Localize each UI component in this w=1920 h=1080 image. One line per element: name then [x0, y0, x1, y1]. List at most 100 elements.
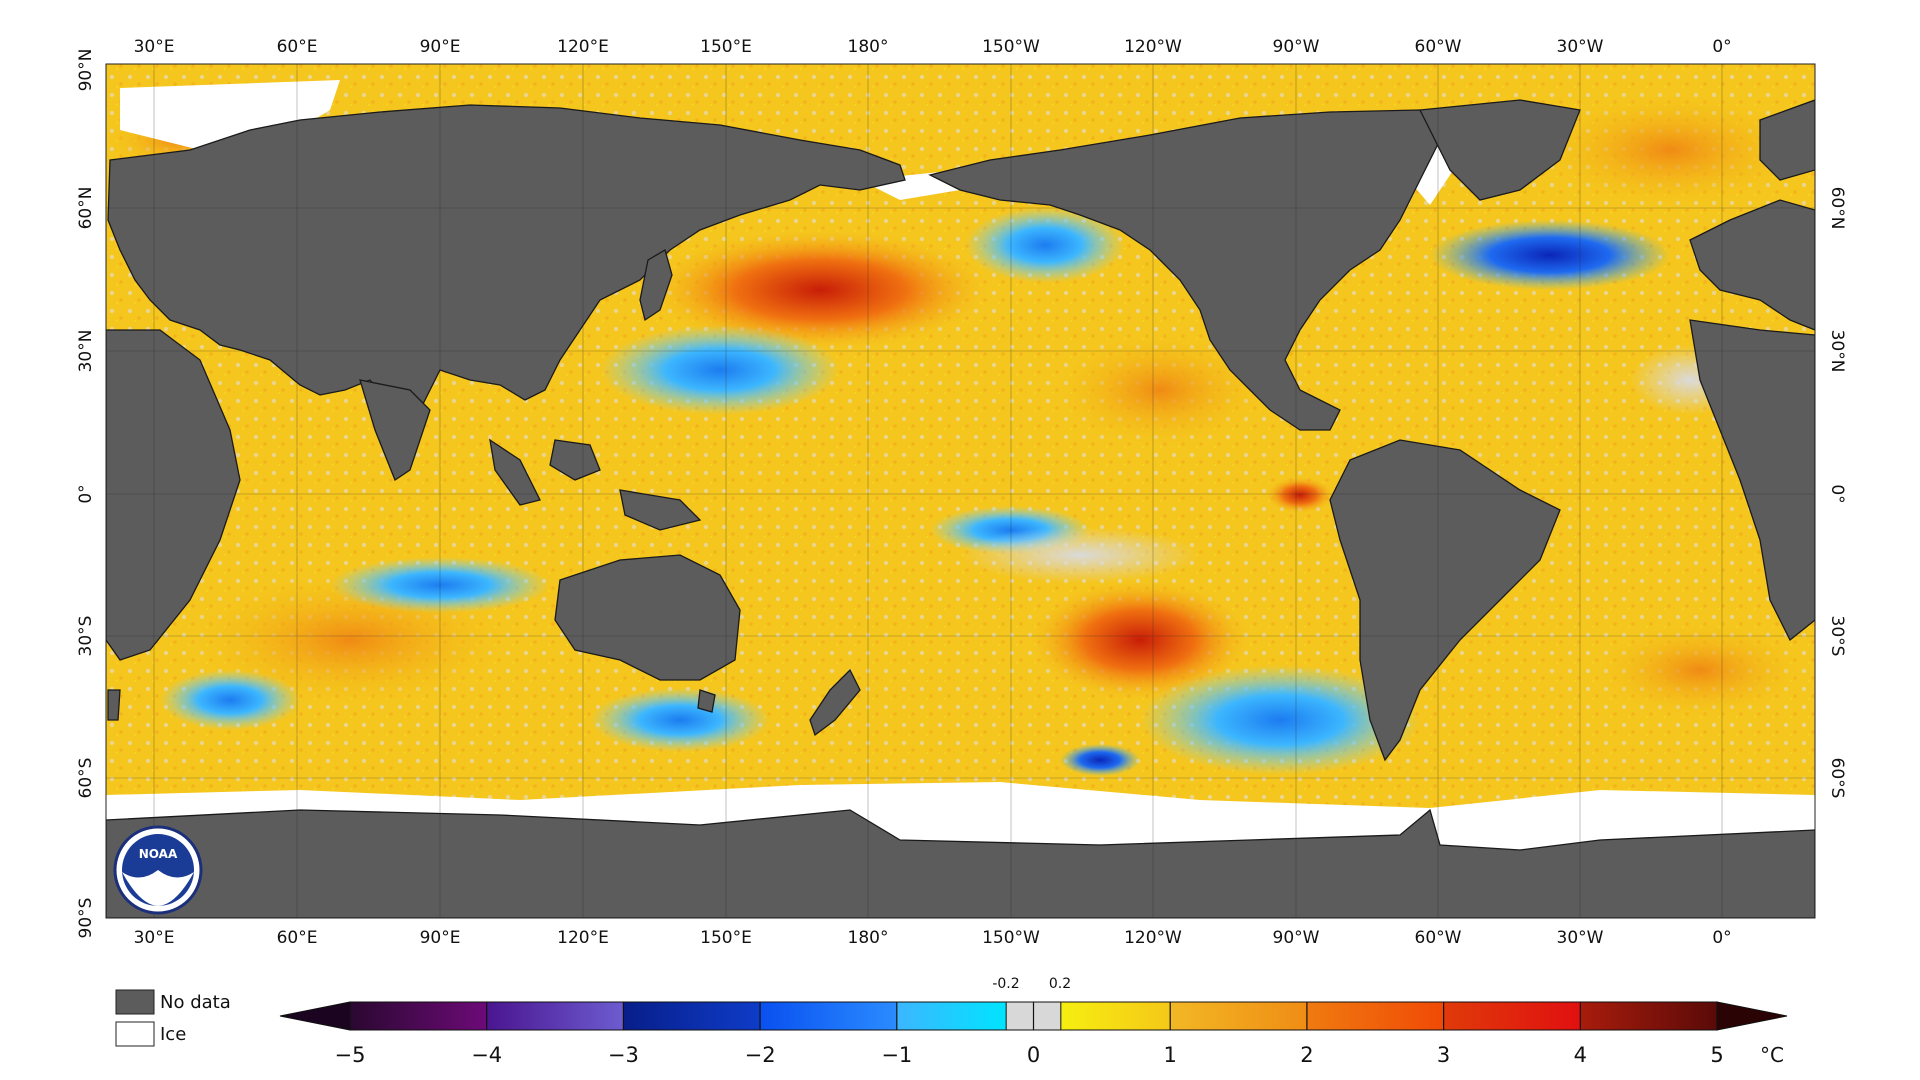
madagascar-landmass: [107, 689, 121, 721]
ocean-layer: [106, 64, 1815, 918]
top-lon-label: 150°E: [700, 37, 752, 57]
noaa-bird-icon: [122, 870, 194, 906]
bottom-lon-label: 0°: [1712, 928, 1731, 948]
south-atlantic-warm-anomaly: [1590, 620, 1810, 720]
colorbar-max-arrow: [1716, 1001, 1788, 1031]
bottom-lon-label: 60°E: [277, 928, 318, 948]
bottom-lon-label: 60°W: [1415, 928, 1462, 948]
borneo-landmass: [549, 439, 601, 481]
colorbar-tick-label: 1: [1164, 1043, 1177, 1067]
colorbar-segment: [1443, 1002, 1581, 1030]
north-america-landmass: [928, 109, 1441, 431]
right-lat-label: 30°N: [1827, 330, 1847, 373]
top-lon-label: 180°: [848, 37, 889, 57]
gulf-stream-cool-anomaly: [1430, 220, 1670, 290]
legend: No data Ice: [115, 989, 231, 1047]
colorbar-segment: [760, 1002, 897, 1030]
south-pacific-hot-anomaly: [1030, 580, 1250, 700]
antarctica-landmass: [106, 808, 1815, 918]
europe-landmass: [1689, 199, 1815, 331]
colorbar-fine-tick-neg: -0.2: [992, 976, 1019, 992]
scandinavia-landmass: [1759, 99, 1815, 181]
colorbar-segment: [486, 1002, 624, 1030]
top-lon-label: 0°: [1712, 37, 1731, 57]
new-zealand-landmass: [809, 668, 861, 737]
left-lat-label: 0°: [76, 484, 96, 503]
bottom-longitude-labels: 30°E 60°E 90°E 120°E 150°E 180° 150°W 12…: [134, 928, 1732, 948]
north-atlantic-warm-anomaly: [1530, 90, 1810, 210]
left-lat-label: 90°N: [76, 49, 96, 92]
top-lon-label: 90°E: [420, 37, 461, 57]
south-indian-cool-anomaly: [330, 557, 550, 613]
colorbar-segment: [896, 1002, 1007, 1030]
africa-east-landmass: [1689, 319, 1815, 642]
colorbar-tick-label: 5: [1710, 1043, 1723, 1067]
colorbar-tick-label: 4: [1574, 1043, 1587, 1067]
bottom-lon-label: 30°W: [1557, 928, 1604, 948]
colorbar-ticks: −5 −4 −3 −2 −1 0 1 2 3 4 5: [335, 1002, 1724, 1067]
colorbar-tick-label: −5: [335, 1043, 366, 1067]
top-lon-label: 150°W: [982, 37, 1040, 57]
top-lon-label: 60°E: [277, 37, 318, 57]
tasman-cool-anomaly: [590, 688, 770, 752]
colorbar-tick-label: 0: [1027, 1043, 1040, 1067]
bottom-lon-label: 120°W: [1124, 928, 1182, 948]
right-latitude-labels: 60°N 30°N 0° 30°S 60°S: [1827, 187, 1847, 799]
top-lon-label: 30°W: [1557, 37, 1604, 57]
bottom-lon-label: 150°E: [700, 928, 752, 948]
colorbar-tick-label: −3: [608, 1043, 639, 1067]
noaa-logo: NOAA: [113, 825, 203, 915]
japan-landmass: [639, 249, 673, 322]
peru-coast-hot-anomaly: [1266, 477, 1334, 513]
india-landmass: [359, 379, 431, 481]
east-pacific-warm-anomaly: [1050, 330, 1270, 450]
colorbar-tick-label: −2: [745, 1043, 776, 1067]
right-lat-label: 60°N: [1827, 187, 1847, 230]
noaa-logo-text: NOAA: [139, 847, 178, 861]
colorbar-segment: [623, 1002, 761, 1030]
colorbar-segment: [1306, 1002, 1444, 1030]
colorbar-fine-tick-pos: 0.2: [1049, 976, 1071, 992]
colorbar-segment: [1580, 1002, 1717, 1030]
greenland-landmass: [1418, 99, 1581, 201]
colorbar-segment: [1060, 1002, 1171, 1030]
bottom-lon-label: 90°E: [420, 928, 461, 948]
ice-swatch: [115, 1021, 155, 1047]
bottom-lon-label: 180°: [848, 928, 889, 948]
south-america-landmass: [1329, 439, 1561, 762]
west-pacific-cool-anomaly: [600, 325, 840, 415]
colorbar-tick-label: 3: [1437, 1043, 1450, 1067]
north-pacific-hot-anomaly: [650, 230, 990, 350]
graticule: [106, 64, 1815, 918]
right-lat-label: 60°S: [1827, 758, 1847, 799]
left-lat-label: 90°S: [76, 898, 96, 939]
top-lon-label: 120°W: [1124, 37, 1182, 57]
bottom-lon-label: 30°E: [134, 928, 175, 948]
colorbar-segment: [1170, 1002, 1307, 1030]
bottom-lon-label: 150°W: [982, 928, 1040, 948]
right-lat-label: 0°: [1827, 484, 1847, 503]
colorbar-min-arrow: [279, 1001, 351, 1031]
africa-landmass: [106, 329, 241, 661]
colorbar-unit: °C: [1760, 1043, 1784, 1067]
southeast-pacific-cool-anomaly: [1140, 665, 1420, 775]
top-longitude-labels: 30°E 60°E 90°E 120°E 150°E 180° 150°W 12…: [134, 37, 1732, 57]
top-lon-label: 90°W: [1273, 37, 1320, 57]
left-lat-label: 30°S: [76, 616, 96, 657]
colorbar-tick-label: −4: [471, 1043, 502, 1067]
tasmania-landmass: [697, 689, 716, 713]
landmasses: [106, 99, 1815, 918]
southern-ocean-deep-cool-anomaly: [1060, 744, 1140, 776]
bottom-lon-label: 90°W: [1273, 928, 1320, 948]
left-lat-label: 60°N: [76, 187, 96, 230]
no-data-label: No data: [160, 992, 231, 1013]
australia-landmass: [554, 554, 741, 681]
top-lon-label: 60°W: [1415, 37, 1462, 57]
no-data-swatch: [115, 989, 155, 1015]
near-zero-anomaly-band: [960, 527, 1200, 583]
left-lat-label: 60°S: [76, 758, 96, 799]
new-guinea-landmass: [619, 489, 702, 531]
sumatra-landmass: [489, 438, 541, 506]
left-lat-label: 30°N: [76, 330, 96, 373]
